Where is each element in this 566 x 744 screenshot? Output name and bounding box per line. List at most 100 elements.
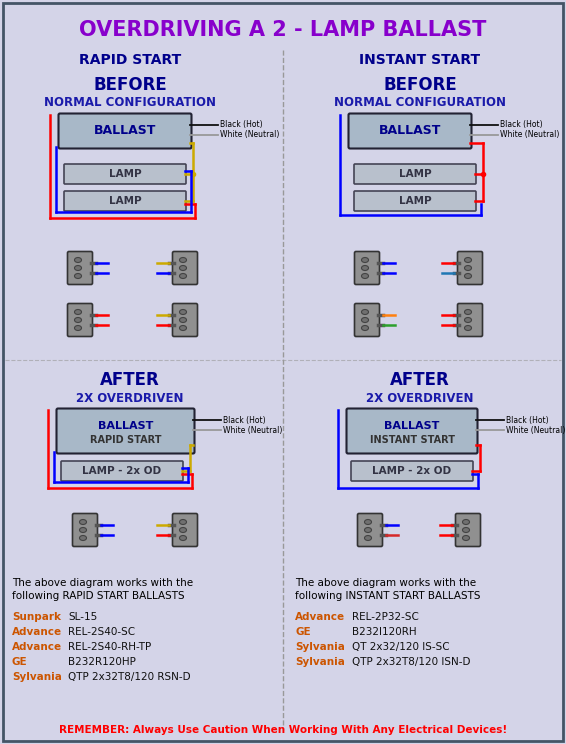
Text: Sylvania: Sylvania (295, 642, 345, 652)
Ellipse shape (79, 519, 87, 525)
Text: NORMAL CONFIGURATION: NORMAL CONFIGURATION (334, 97, 506, 109)
Ellipse shape (75, 310, 82, 315)
Ellipse shape (462, 536, 470, 540)
FancyBboxPatch shape (346, 408, 478, 454)
Text: B232R120HP: B232R120HP (68, 657, 136, 667)
Ellipse shape (179, 536, 187, 540)
Ellipse shape (465, 310, 471, 315)
FancyBboxPatch shape (354, 251, 379, 284)
Text: BALLAST: BALLAST (384, 421, 440, 431)
FancyBboxPatch shape (358, 513, 383, 547)
Text: LAMP: LAMP (109, 169, 142, 179)
Ellipse shape (179, 266, 187, 271)
FancyBboxPatch shape (173, 513, 198, 547)
Text: REL-2P32-SC: REL-2P32-SC (352, 612, 419, 622)
FancyBboxPatch shape (354, 304, 379, 336)
Text: LAMP: LAMP (109, 196, 142, 206)
Ellipse shape (79, 536, 87, 540)
Text: QTP 2x32T8/120 RSN-D: QTP 2x32T8/120 RSN-D (68, 672, 191, 682)
Text: White (Neutral): White (Neutral) (223, 426, 282, 434)
Text: Black (Hot): Black (Hot) (220, 121, 263, 129)
Ellipse shape (179, 274, 187, 278)
Text: Black (Hot): Black (Hot) (506, 415, 548, 425)
Text: SL-15: SL-15 (68, 612, 97, 622)
Ellipse shape (179, 519, 187, 525)
Ellipse shape (462, 527, 470, 533)
Ellipse shape (365, 536, 371, 540)
FancyBboxPatch shape (67, 304, 92, 336)
Ellipse shape (179, 257, 187, 263)
Ellipse shape (79, 527, 87, 533)
Text: Sylvania: Sylvania (295, 657, 345, 667)
FancyBboxPatch shape (61, 461, 183, 481)
Text: BALLAST: BALLAST (379, 124, 441, 138)
Text: REMEMBER: Always Use Caution When Working With Any Electrical Devices!: REMEMBER: Always Use Caution When Workin… (59, 725, 507, 735)
FancyBboxPatch shape (173, 251, 198, 284)
Text: Black (Hot): Black (Hot) (500, 121, 543, 129)
Ellipse shape (362, 326, 368, 330)
Text: White (Neutral): White (Neutral) (220, 130, 280, 139)
Ellipse shape (179, 527, 187, 533)
Ellipse shape (362, 274, 368, 278)
FancyBboxPatch shape (67, 251, 92, 284)
Text: B232I120RH: B232I120RH (352, 627, 417, 637)
Ellipse shape (362, 310, 368, 315)
Text: LAMP - 2x OD: LAMP - 2x OD (83, 466, 161, 476)
Text: Advance: Advance (12, 627, 62, 637)
Ellipse shape (465, 326, 471, 330)
Text: AFTER: AFTER (100, 371, 160, 389)
Text: White (Neutral): White (Neutral) (500, 130, 559, 139)
FancyBboxPatch shape (349, 114, 471, 149)
Text: QTP 2x32T8/120 ISN-D: QTP 2x32T8/120 ISN-D (352, 657, 470, 667)
Ellipse shape (75, 257, 82, 263)
Text: 2X OVERDRIVEN: 2X OVERDRIVEN (76, 391, 184, 405)
FancyBboxPatch shape (72, 513, 97, 547)
Text: NORMAL CONFIGURATION: NORMAL CONFIGURATION (44, 97, 216, 109)
Text: following RAPID START BALLASTS: following RAPID START BALLASTS (12, 591, 185, 601)
Ellipse shape (365, 519, 371, 525)
Ellipse shape (75, 326, 82, 330)
FancyBboxPatch shape (457, 304, 482, 336)
Text: LAMP - 2x OD: LAMP - 2x OD (372, 466, 452, 476)
Text: Sunpark: Sunpark (12, 612, 61, 622)
Ellipse shape (362, 257, 368, 263)
Text: REL-2S40-SC: REL-2S40-SC (68, 627, 135, 637)
FancyBboxPatch shape (58, 114, 191, 149)
FancyBboxPatch shape (457, 251, 482, 284)
Text: GE: GE (295, 627, 311, 637)
FancyBboxPatch shape (64, 191, 186, 211)
Text: BALLAST: BALLAST (94, 124, 156, 138)
Ellipse shape (362, 318, 368, 322)
FancyBboxPatch shape (57, 408, 195, 454)
Text: BEFORE: BEFORE (93, 76, 167, 94)
FancyBboxPatch shape (354, 191, 476, 211)
FancyBboxPatch shape (64, 164, 186, 184)
Ellipse shape (465, 274, 471, 278)
FancyBboxPatch shape (173, 304, 198, 336)
Text: RAPID START: RAPID START (90, 435, 161, 445)
Text: LAMP: LAMP (398, 196, 431, 206)
Ellipse shape (465, 257, 471, 263)
Text: INSTANT START: INSTANT START (359, 53, 481, 67)
Text: The above diagram works with the: The above diagram works with the (295, 578, 476, 588)
Ellipse shape (75, 274, 82, 278)
Ellipse shape (179, 310, 187, 315)
Text: The above diagram works with the: The above diagram works with the (12, 578, 193, 588)
FancyBboxPatch shape (456, 513, 481, 547)
Text: White (Neutral): White (Neutral) (506, 426, 565, 434)
Text: AFTER: AFTER (390, 371, 450, 389)
Text: Black (Hot): Black (Hot) (223, 415, 265, 425)
Text: GE: GE (12, 657, 28, 667)
Text: Advance: Advance (295, 612, 345, 622)
Text: INSTANT START: INSTANT START (370, 435, 454, 445)
FancyBboxPatch shape (351, 461, 473, 481)
Ellipse shape (465, 318, 471, 322)
Text: REL-2S40-RH-TP: REL-2S40-RH-TP (68, 642, 151, 652)
FancyBboxPatch shape (354, 164, 476, 184)
Text: LAMP: LAMP (398, 169, 431, 179)
Text: Advance: Advance (12, 642, 62, 652)
Ellipse shape (362, 266, 368, 271)
Text: RAPID START: RAPID START (79, 53, 181, 67)
Ellipse shape (365, 527, 371, 533)
Ellipse shape (179, 326, 187, 330)
